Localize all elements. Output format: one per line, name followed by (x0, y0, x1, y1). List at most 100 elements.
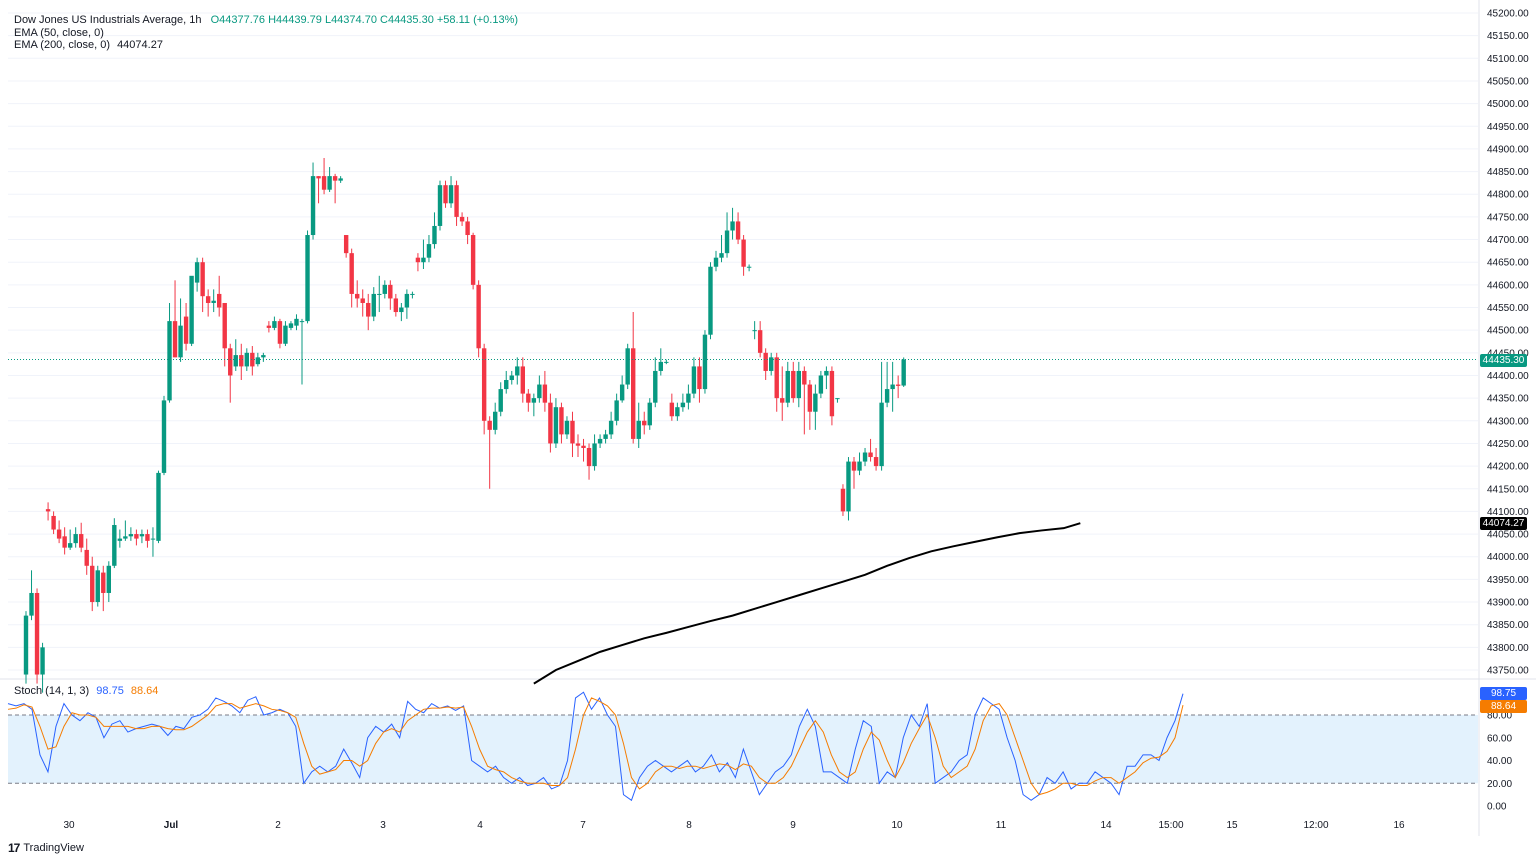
candle-up (162, 396, 166, 475)
price-tick-label: 45050.00 (1487, 76, 1529, 87)
candle-body (548, 403, 552, 444)
candle-body (68, 543, 72, 548)
stoch-d-value: 88.64 (131, 685, 159, 697)
price-tick-label: 45000.00 (1487, 99, 1529, 110)
candle-body (857, 462, 861, 471)
candle-body (140, 534, 144, 536)
candle-up (653, 357, 657, 407)
candle-body (791, 371, 795, 398)
candle-body (361, 298, 365, 303)
candle-down (90, 557, 94, 611)
candle-up (421, 240, 425, 269)
candle-down (278, 319, 282, 348)
time-tick-label: 7 (580, 820, 586, 831)
candle-body (405, 294, 409, 308)
candle-body (708, 267, 712, 335)
ema200-legend[interactable]: EMA (200, close, 0) 44074.27 (14, 39, 163, 51)
candle-body (730, 221, 734, 230)
candle-down (217, 276, 221, 317)
candle-body (327, 176, 331, 190)
candle-body (896, 385, 900, 386)
candle-down (443, 181, 447, 208)
candle-body (686, 394, 690, 403)
candle-body (239, 355, 243, 366)
price-tick-label: 45100.00 (1487, 54, 1529, 65)
candle-body (90, 566, 94, 602)
candle-down (471, 233, 475, 290)
candle-down (51, 511, 55, 534)
candle-body (664, 362, 668, 363)
candle-up (234, 339, 238, 371)
candle-body (786, 371, 790, 403)
candle-body (719, 253, 723, 258)
candle-down (57, 520, 61, 543)
ema200-value: 44074.27 (117, 39, 163, 51)
ema50-legend[interactable]: EMA (50, close, 0) (14, 27, 104, 39)
candle-body (543, 385, 547, 403)
candle-body (714, 258, 718, 267)
candle-body (703, 335, 707, 389)
candle-up (769, 353, 773, 376)
symbol-legend[interactable]: Dow Jones US Industrials Average, 1h O44… (14, 14, 518, 26)
candle-body (565, 421, 569, 435)
candle-up (24, 611, 28, 683)
candle-body (454, 185, 458, 217)
candle-up (504, 371, 508, 394)
time-tick-label: 4 (477, 820, 483, 831)
candle-down (896, 375, 900, 398)
price-tick-label: 44850.00 (1487, 167, 1529, 178)
stoch-legend[interactable]: Stoch (14, 1, 3) 98.75 88.64 (14, 685, 158, 697)
candle-body (874, 457, 878, 466)
candle-body (846, 462, 850, 512)
candle-up (112, 518, 116, 568)
candle-body (587, 448, 591, 466)
time-tick-label: Jul (164, 820, 179, 831)
candle-body (311, 176, 315, 235)
candle-down (267, 321, 271, 332)
candle-body (85, 550, 89, 566)
price-tick-label: 44800.00 (1487, 190, 1529, 201)
candle-body (763, 353, 767, 371)
candle-up (289, 321, 293, 330)
candle-body (294, 319, 298, 326)
candle-body (35, 593, 39, 675)
candle-up (565, 416, 569, 439)
candle-up (272, 317, 276, 331)
stoch-tick-label: 40.00 (1487, 756, 1512, 767)
candle-body (234, 355, 238, 366)
candle-body (145, 534, 149, 541)
price-tick-label: 44900.00 (1487, 144, 1529, 155)
candle-body (675, 407, 679, 416)
candle-down (250, 346, 254, 375)
candle-body (493, 412, 497, 430)
candle-up (620, 375, 624, 402)
candle-body (383, 285, 387, 294)
candle-body (852, 462, 856, 471)
candle-down (173, 280, 177, 357)
candle-up (499, 382, 503, 416)
candle-down (366, 294, 370, 330)
candle-down (316, 176, 320, 203)
symbol-title: Dow Jones US Industrials Average, 1h (14, 14, 202, 26)
candle-body (62, 536, 66, 547)
candle-down (521, 357, 525, 402)
price-tick-label: 44350.00 (1487, 394, 1529, 405)
candle-body (399, 308, 403, 313)
candle-up (835, 398, 839, 403)
candle-down (476, 280, 480, 357)
time-tick-label: 10 (891, 820, 903, 831)
candle-body (449, 185, 453, 203)
candle-down (758, 321, 762, 357)
candle-body (377, 294, 381, 295)
candle-up (824, 366, 828, 389)
tradingview-logo[interactable]: 17 TradingView (8, 841, 84, 855)
candle-body (747, 267, 751, 268)
candle-body (151, 539, 155, 540)
candle-up (598, 434, 602, 448)
candle-up (510, 371, 514, 385)
candle-body (510, 375, 514, 380)
candle-up (438, 181, 442, 231)
candle-body (29, 593, 33, 616)
candle-down (145, 530, 149, 548)
